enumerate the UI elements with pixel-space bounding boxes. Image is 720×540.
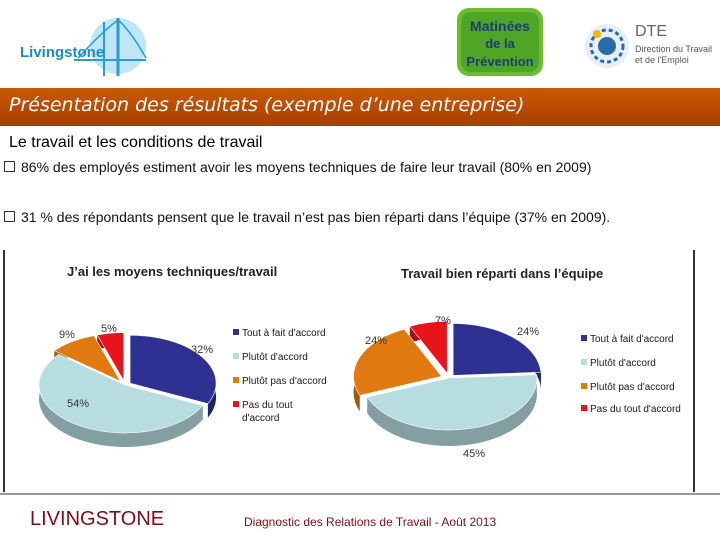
legend-label: Plutôt d'accord <box>242 352 308 363</box>
pie-slice-side <box>367 374 537 446</box>
legend-swatch <box>233 377 239 383</box>
dte-emblem-icon <box>585 24 629 68</box>
matinees-prevention-logo: Matinées de la Prévention <box>455 6 545 78</box>
legend-label: Plutôt pas d'accord <box>242 376 327 387</box>
pie-value-label: 54% <box>67 398 89 410</box>
pie-slice-1 <box>129 334 217 404</box>
legend-label: Tout à fait d'accord <box>590 334 674 345</box>
footer-note: Diagnostic des Relations de Travail - Ao… <box>244 515 497 529</box>
pie-value-label: 32% <box>191 344 213 356</box>
legend-label: Pas du tout d'accord <box>590 404 681 415</box>
footer-divider <box>0 493 720 495</box>
section-heading: Le travail et les conditions de travail <box>9 134 263 151</box>
pie-value-label: 7% <box>435 315 451 327</box>
bullet-text-2: 31 % des répondants pensent que le trava… <box>21 209 611 225</box>
bridge-icon <box>74 18 147 76</box>
legend-swatch <box>581 383 587 389</box>
pie-value-label: 24% <box>517 326 539 338</box>
pie-value-label: 45% <box>463 448 485 460</box>
pie-value-label: 5% <box>101 323 117 335</box>
legend-label: Tout à fait d'accord <box>242 328 326 339</box>
footer-brand: LIVINGSTONE <box>30 508 165 530</box>
title-band <box>0 88 720 126</box>
pie-slice-1 <box>452 323 542 376</box>
legend-label: d'accord <box>242 413 280 424</box>
legend-swatch <box>581 359 587 365</box>
legend-swatch <box>233 401 239 407</box>
pie-slice-2 <box>38 354 204 434</box>
legend-swatch <box>581 405 587 411</box>
pie-slice-2 <box>366 374 538 431</box>
livingstone-logo: Livingstone <box>18 10 148 80</box>
pie-slice-3 <box>353 328 443 396</box>
matinees-line-1: Matinées <box>470 18 530 34</box>
dte-acronym: DTE <box>635 23 667 40</box>
bullet-text-1: 86% des employés estiment avoir les moye… <box>21 159 592 175</box>
legend-swatch <box>233 329 239 335</box>
page-title: Présentation des résultats (exemple d’un… <box>9 94 525 116</box>
legend-label: Pas du tout <box>242 400 293 411</box>
dte-line-1: Direction du Travail <box>635 44 712 54</box>
matinees-line-2: de la <box>485 36 515 51</box>
bullet-item-2: 31 % des répondants pensent que le trava… <box>4 208 694 227</box>
legend-label: Plutôt d'accord <box>590 358 656 369</box>
pie-slice-4 <box>409 321 448 375</box>
pie-value-label: 24% <box>365 335 387 347</box>
livingstone-logo-text: Livingstone <box>20 44 105 61</box>
pie-value-label: 9% <box>59 329 75 341</box>
legend-swatch <box>581 335 587 341</box>
pie-chart-travail-reparti: Travail bien réparti dans l’équipe 24% 45… <box>353 266 681 460</box>
checkbox-bullet-icon <box>4 161 15 172</box>
checkbox-bullet-icon <box>4 211 15 222</box>
chart-title: Travail bien réparti dans l’équipe <box>401 266 603 281</box>
bullet-item-1: 86% des employés estiment avoir les moye… <box>4 158 694 177</box>
dte-line-2: et de l'Emploi <box>635 55 689 65</box>
pie-slice-3 <box>53 335 122 382</box>
charts-area: J’ai les moyens techniques/travail 32% 54… <box>3 250 695 492</box>
pie-chart-moyens-techniques: J’ai les moyens techniques/travail 32% 54… <box>38 264 327 447</box>
pie-slice-4 <box>96 332 125 382</box>
legend-swatch <box>233 353 239 359</box>
legend-label: Plutôt pas d'accord <box>590 382 675 393</box>
matinees-line-3: Prévention <box>466 54 533 69</box>
chart-title: J’ai les moyens techniques/travail <box>67 264 277 279</box>
dte-logo: DTE Direction du Travail et de l'Emploi <box>583 14 713 74</box>
